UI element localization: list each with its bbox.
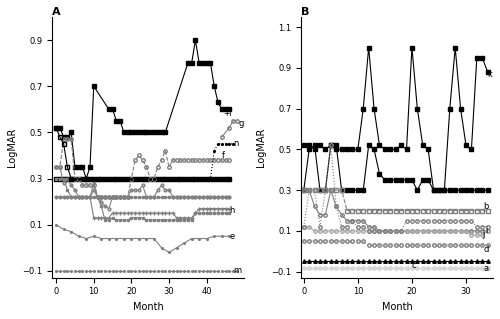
Text: e: e <box>230 232 234 241</box>
Y-axis label: LogMAR: LogMAR <box>7 128 17 167</box>
Text: d: d <box>484 245 488 254</box>
Text: f: f <box>222 151 225 160</box>
Text: j: j <box>482 231 484 240</box>
Text: m: m <box>233 266 241 275</box>
Text: +l: +l <box>224 109 232 118</box>
Text: n: n <box>233 139 238 148</box>
Y-axis label: LogMAR: LogMAR <box>256 128 266 167</box>
Text: B: B <box>301 7 310 17</box>
X-axis label: Month: Month <box>382 302 412 312</box>
Text: c: c <box>412 261 416 270</box>
Text: A: A <box>52 7 61 17</box>
X-axis label: Month: Month <box>133 302 164 312</box>
Text: a: a <box>484 264 488 273</box>
Text: g: g <box>238 119 244 128</box>
Text: b: b <box>484 202 488 211</box>
Text: k: k <box>488 70 492 78</box>
Text: h: h <box>230 206 234 215</box>
Text: i: i <box>485 226 488 235</box>
